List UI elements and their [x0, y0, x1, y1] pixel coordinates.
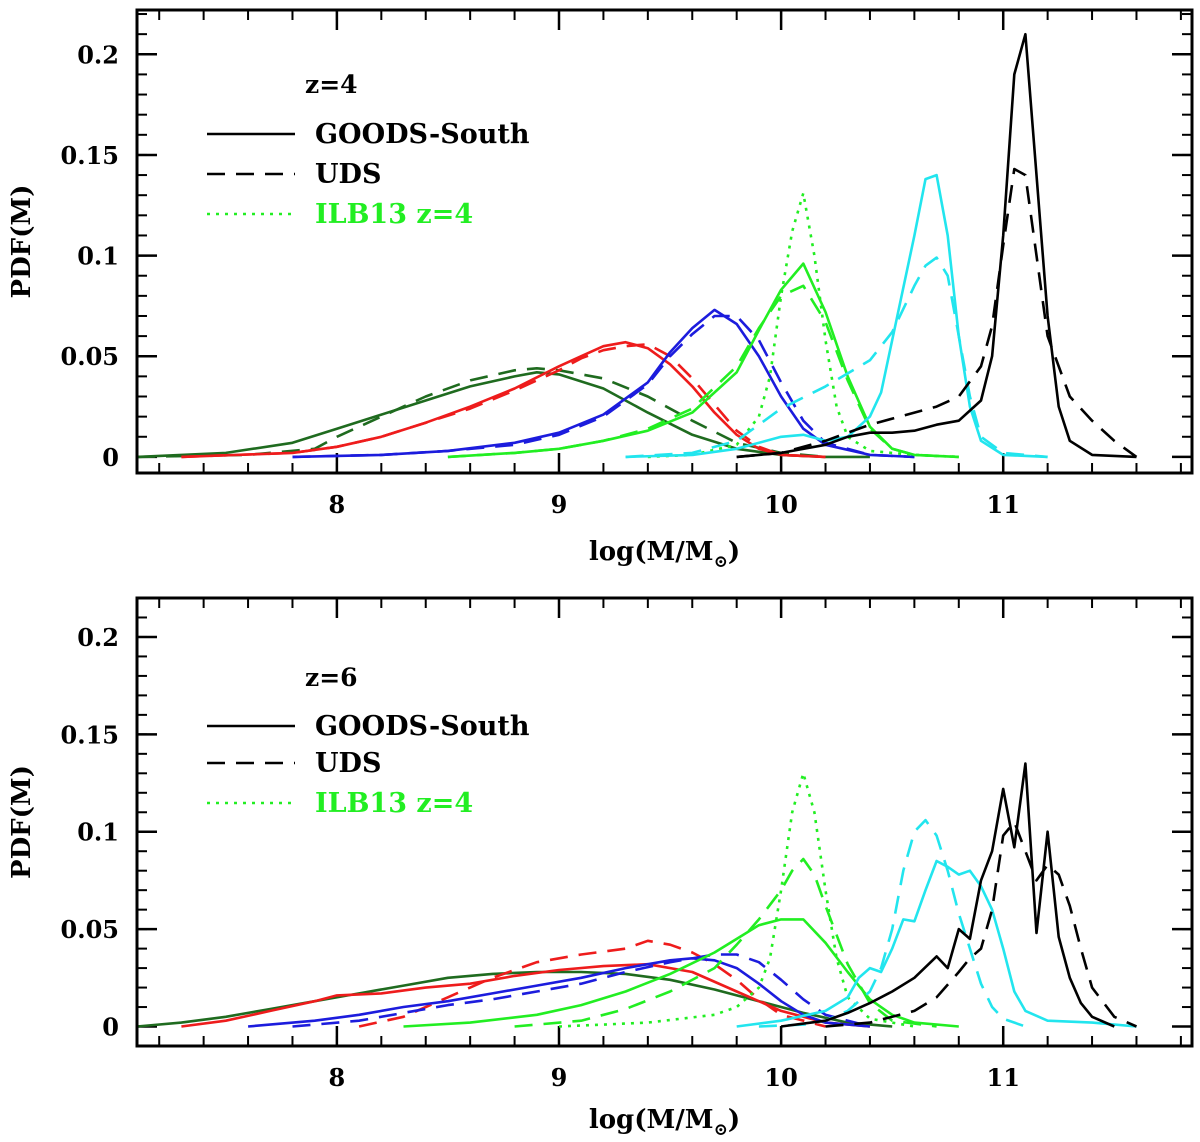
- series-line-2: [137, 366, 826, 459]
- series-line-6: [292, 314, 915, 459]
- panel-label: z=6: [305, 663, 358, 692]
- series-line-8: [558, 771, 915, 1028]
- series-line-10: [758, 818, 1026, 1028]
- series-line-10: [625, 173, 1048, 459]
- y-tick-label: 0.05: [61, 915, 119, 944]
- x-tick-label: 9: [551, 490, 568, 519]
- series-line-2: [181, 962, 871, 1028]
- legend-label: GOODS-South: [315, 711, 530, 742]
- series-line-5: [292, 308, 915, 459]
- legend-label: GOODS-South: [315, 119, 530, 150]
- x-tick-label: 8: [329, 1063, 346, 1092]
- x-axis-title: log(M/M⊙): [589, 1105, 740, 1140]
- y-tick-label: 0.05: [61, 342, 119, 371]
- series-line-7: [514, 857, 937, 1028]
- y-tick-label: 0.15: [61, 141, 119, 170]
- series-line-12: [825, 820, 1138, 1028]
- series-line-8: [447, 284, 959, 459]
- series-line-9: [736, 859, 1137, 1028]
- x-tick-label: 11: [987, 490, 1020, 519]
- y-tick-label: 0.2: [77, 623, 119, 652]
- y-tick-label: 0.15: [61, 720, 119, 749]
- series-line-13: [736, 167, 1138, 459]
- plot-frame: [135, 8, 1194, 475]
- series-line-11: [625, 256, 1048, 459]
- y-axis-title: PDF(M): [7, 765, 37, 879]
- series-line-3: [181, 340, 826, 459]
- series-group: [137, 32, 1138, 459]
- legend-label: UDS: [315, 159, 381, 190]
- y-axis-title: PDF(M): [7, 185, 37, 299]
- legend-label: ILB13 z=4: [315, 199, 473, 230]
- panel-label: z=4: [305, 70, 358, 99]
- y-tick-label: 0.1: [77, 242, 119, 271]
- series-line-4: [181, 342, 826, 459]
- y-tick-label: 0.1: [77, 818, 119, 847]
- legend-label: ILB13 z=4: [315, 788, 473, 819]
- series-line-12: [736, 32, 1137, 459]
- series-line-3: [358, 939, 826, 1028]
- chart-panel-2: 8 9 10 11 0 0.05 0.1 0.15 0.2 z=6 GOODS-South UDS IL…: [7, 596, 1194, 1140]
- y-tick-label: 0: [102, 443, 119, 472]
- x-tick-label: 8: [329, 490, 346, 519]
- legend-label: UDS: [315, 748, 381, 779]
- series-line-1: [137, 370, 870, 459]
- x-axis-title: log(M/M⊙): [589, 537, 740, 572]
- y-tick-label: 0.2: [77, 40, 119, 69]
- series-line-5: [292, 953, 871, 1028]
- series-line-6: [403, 918, 959, 1028]
- x-tick-label: 10: [764, 1063, 797, 1092]
- series-line-7: [447, 262, 959, 459]
- series-line-11: [780, 762, 1115, 1028]
- x-tick-label: 11: [987, 1063, 1020, 1092]
- series-line-4: [247, 956, 871, 1028]
- x-tick-label: 10: [764, 490, 797, 519]
- x-tick-label: 9: [551, 1063, 568, 1092]
- series-group: [137, 762, 1138, 1028]
- y-tick-label: 0: [102, 1013, 119, 1042]
- chart-panel-1: 8 9 10 11 0 0.05 0.1 0.15 0.2 z=4 GOODS-South UDS IL…: [7, 8, 1194, 572]
- plot-frame: [135, 596, 1194, 1048]
